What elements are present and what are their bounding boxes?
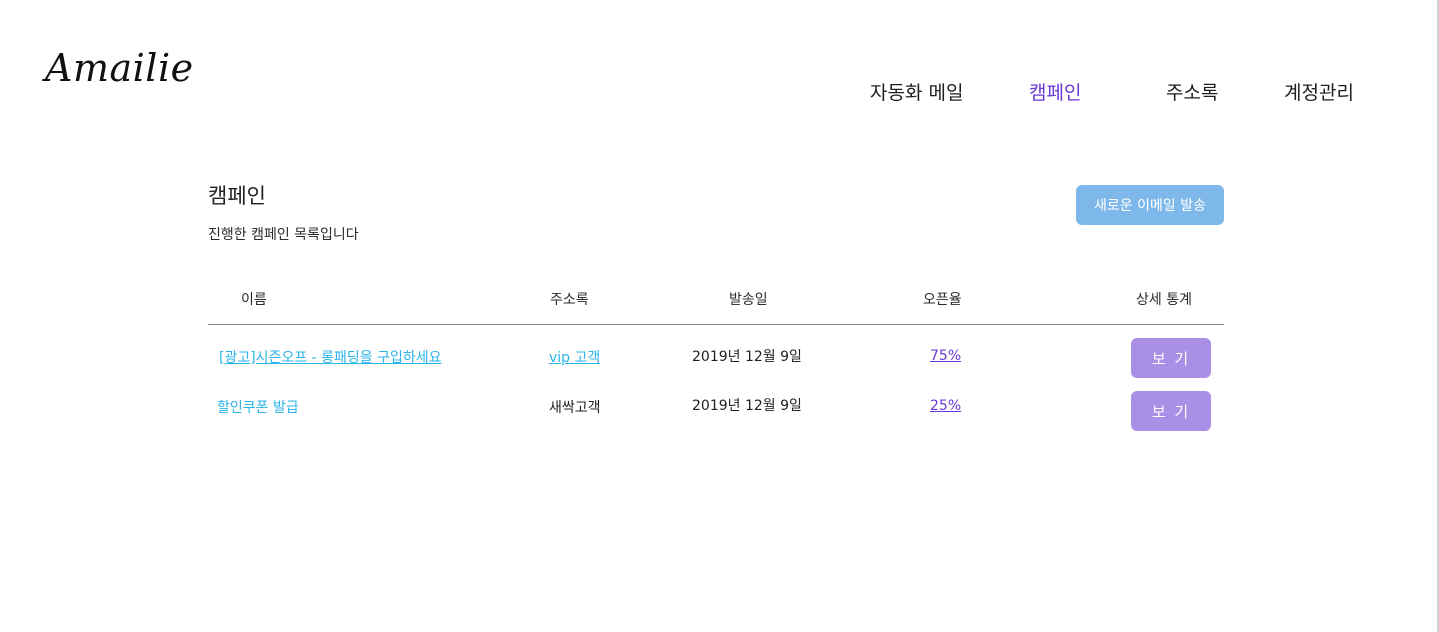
addressbook-name: 새싹고객 [549, 400, 601, 416]
view-details-button[interactable]: 보 기 [1131, 391, 1211, 431]
view-details-button[interactable]: 보 기 [1131, 338, 1211, 378]
nav-item-addressbook[interactable]: 주소록 [1166, 82, 1219, 104]
campaign-name-link[interactable]: [광고]시즌오프 - 롱패딩을 구입하세요 [219, 350, 442, 366]
campaign-name-link[interactable]: 할인쿠폰 발급 [217, 400, 299, 416]
top-nav: 자동화 메일 캠페인 주소록 계정관리 [0, 78, 1439, 108]
column-header-addressbook: 주소록 [550, 292, 589, 308]
nav-item-campaign[interactable]: 캠페인 [1029, 82, 1082, 104]
table-header-divider [208, 324, 1224, 325]
brand-logo[interactable]: Amailie [45, 46, 194, 90]
column-header-send-date: 발송일 [729, 292, 768, 308]
column-header-details: 상세 통계 [1136, 292, 1192, 308]
send-date: 2019년 12월 9일 [692, 398, 802, 414]
page-title: 캠페인 [208, 184, 266, 208]
page-subtitle: 진행한 캠페인 목록입니다 [208, 227, 359, 243]
open-rate-link[interactable]: 75% [930, 348, 962, 364]
window-edge [1437, 0, 1439, 632]
column-header-name: 이름 [241, 292, 267, 308]
column-header-open-rate: 오픈율 [923, 292, 962, 308]
addressbook-link[interactable]: vip 고객 [549, 350, 601, 366]
send-date: 2019년 12월 9일 [692, 349, 802, 365]
nav-item-automation-mail[interactable]: 자동화 메일 [870, 82, 964, 104]
nav-item-account[interactable]: 계정관리 [1284, 82, 1354, 104]
open-rate-link[interactable]: 25% [930, 398, 962, 414]
new-email-button[interactable]: 새로운 이메일 발송 [1076, 185, 1224, 225]
